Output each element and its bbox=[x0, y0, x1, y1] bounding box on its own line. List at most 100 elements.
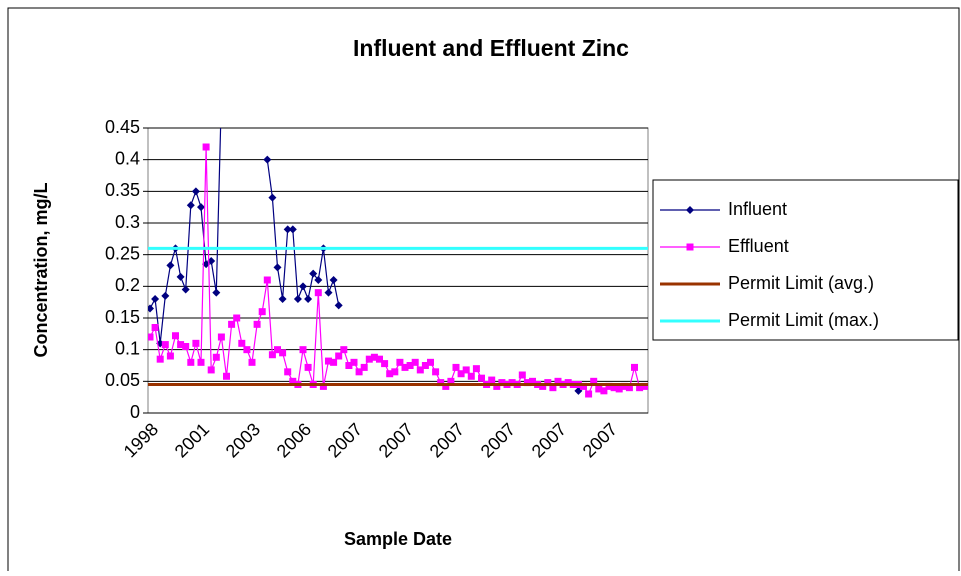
legend bbox=[652, 179, 959, 341]
effluent-point bbox=[549, 384, 557, 392]
influent-point bbox=[309, 269, 318, 278]
effluent-point bbox=[207, 366, 215, 374]
effluent-point bbox=[472, 365, 480, 373]
effluent-point bbox=[304, 363, 312, 371]
effluent-point bbox=[177, 341, 185, 349]
influent-point bbox=[151, 295, 160, 303]
effluent-point bbox=[274, 346, 281, 354]
influent-point bbox=[314, 276, 323, 284]
effluent-point bbox=[544, 379, 552, 387]
legend-label: Effluent bbox=[728, 236, 789, 256]
effluent-point bbox=[467, 372, 475, 380]
effluent-point bbox=[202, 143, 210, 151]
effluent-point bbox=[365, 355, 373, 363]
effluent-point bbox=[172, 332, 179, 340]
effluent-point bbox=[416, 366, 424, 374]
effluent-point bbox=[228, 320, 236, 328]
x-tick-label: 2007 bbox=[528, 419, 570, 461]
effluent-point bbox=[187, 358, 195, 366]
y-tick-label: 0.4 bbox=[115, 148, 140, 168]
effluent-point bbox=[462, 366, 470, 374]
effluent-point bbox=[314, 289, 322, 297]
chart-frame bbox=[7, 7, 960, 571]
effluent-point bbox=[529, 377, 536, 385]
effluent-point bbox=[248, 358, 256, 366]
effluent-point bbox=[243, 346, 251, 354]
influent-point bbox=[324, 288, 333, 297]
effluent-point bbox=[263, 276, 271, 284]
effluent-point bbox=[151, 324, 159, 331]
x-axis-label: Sample Date bbox=[344, 529, 452, 549]
effluent-point bbox=[376, 355, 383, 363]
effluent-point bbox=[253, 320, 261, 328]
effluent-point bbox=[595, 385, 603, 393]
effluent-point bbox=[605, 382, 613, 390]
influent-point bbox=[191, 187, 200, 196]
effluent-point bbox=[406, 362, 414, 369]
influent-point bbox=[278, 295, 287, 303]
effluent-point bbox=[493, 382, 501, 390]
chart-title: Influent and Effluent Zinc bbox=[353, 35, 629, 61]
effluent-point bbox=[330, 358, 338, 366]
legend-label: Influent bbox=[728, 199, 787, 219]
x-tick-label: 2003 bbox=[222, 419, 264, 461]
effluent-point bbox=[192, 339, 200, 347]
influent-point bbox=[217, 92, 225, 100]
effluent-point bbox=[590, 377, 598, 385]
influent-point bbox=[197, 203, 205, 212]
effluent-point bbox=[518, 371, 526, 379]
effluent-point bbox=[437, 379, 445, 387]
influent-point bbox=[288, 225, 297, 234]
influent-point bbox=[181, 285, 190, 294]
effluent-point bbox=[268, 351, 276, 359]
effluent-point bbox=[319, 382, 327, 390]
x-tick-label: 2007 bbox=[426, 419, 468, 461]
influent-point bbox=[166, 261, 175, 270]
effluent-point bbox=[299, 346, 307, 354]
effluent-point bbox=[488, 376, 496, 384]
effluent-point bbox=[585, 390, 593, 398]
effluent-point bbox=[442, 382, 450, 390]
effluent-point bbox=[197, 358, 205, 366]
influent-point bbox=[148, 304, 154, 313]
effluent-point bbox=[386, 370, 394, 378]
y-tick-label: 0.2 bbox=[115, 275, 140, 295]
effluent-point bbox=[212, 353, 220, 361]
y-tick-label: 0.3 bbox=[115, 212, 140, 232]
effluent-point bbox=[325, 357, 332, 365]
legend-marker bbox=[686, 206, 694, 214]
x-tick-label: 1998 bbox=[120, 419, 162, 461]
y-axis-label: Concentration, mg/L bbox=[31, 182, 51, 357]
effluent-point bbox=[148, 333, 154, 341]
influent-point bbox=[299, 282, 307, 291]
influent-point bbox=[212, 288, 221, 297]
effluent-point bbox=[289, 377, 297, 385]
effluent-point bbox=[600, 387, 608, 395]
y-tick-label: 0.15 bbox=[105, 307, 140, 327]
x-tick-label: 2007 bbox=[477, 419, 519, 461]
effluent-point bbox=[457, 370, 465, 378]
legend-label: Permit Limit (max.) bbox=[728, 310, 879, 330]
effluent-point bbox=[350, 358, 358, 366]
effluent-point bbox=[370, 353, 378, 361]
effluent-point bbox=[233, 314, 241, 322]
effluent-point bbox=[620, 382, 628, 390]
effluent-point bbox=[427, 358, 434, 366]
effluent-point bbox=[161, 341, 169, 349]
effluent-point bbox=[217, 333, 225, 341]
influent-point bbox=[283, 225, 292, 234]
y-tick-label: 0.25 bbox=[105, 243, 140, 263]
effluent-point bbox=[432, 368, 440, 376]
effluent-point bbox=[258, 308, 266, 316]
effluent-point bbox=[452, 363, 460, 371]
influent-point bbox=[304, 295, 313, 303]
influent-point bbox=[293, 295, 302, 303]
effluent-point bbox=[238, 339, 246, 347]
effluent-point bbox=[391, 368, 399, 376]
influent-point bbox=[176, 272, 185, 281]
effluent-point bbox=[284, 368, 292, 376]
effluent-point bbox=[580, 382, 587, 390]
effluent-point bbox=[381, 360, 389, 368]
x-tick-label: 2007 bbox=[375, 419, 417, 461]
effluent-point bbox=[335, 352, 343, 360]
